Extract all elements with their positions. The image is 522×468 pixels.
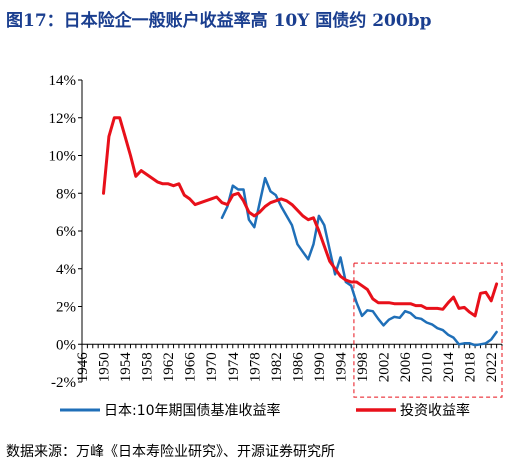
x-tick-label: 1990 bbox=[312, 352, 328, 382]
highlight-dashed-box bbox=[353, 262, 503, 398]
chart-axes bbox=[78, 79, 503, 383]
x-tick-label: 2014 bbox=[441, 352, 457, 383]
y-tick-label: 2% bbox=[56, 300, 76, 316]
x-tick-label: 1974 bbox=[226, 352, 242, 383]
y-tick-label: 8% bbox=[56, 186, 76, 202]
x-tick-label: 2002 bbox=[377, 352, 393, 382]
x-tick-label: 2006 bbox=[398, 352, 414, 383]
x-tick-label: 1958 bbox=[140, 352, 156, 382]
series-line-jgb-10y bbox=[220, 176, 498, 347]
y-tick-label: 4% bbox=[56, 262, 76, 278]
x-tick-label: 1966 bbox=[183, 352, 199, 383]
y-tick-label: 10% bbox=[49, 149, 77, 165]
y-tick-label: 14% bbox=[49, 73, 77, 89]
x-tick-label: 2022 bbox=[484, 352, 500, 382]
chart-legend: 日本:10年期国债基准收益率 投资收益率 bbox=[60, 402, 470, 419]
x-tick-label: 1978 bbox=[247, 352, 263, 382]
x-tick-label: 2018 bbox=[463, 352, 479, 382]
x-tick-label: 1994 bbox=[333, 352, 349, 383]
x-tick-label: 1970 bbox=[204, 352, 220, 382]
tick-labels: -2% 0% 2% 4% 6% 8% 10% 12% 14% 1946 1950 1954 1958 19… bbox=[49, 73, 501, 391]
series-lines bbox=[102, 116, 499, 347]
x-tick-label: 1962 bbox=[161, 352, 177, 382]
legend-label: 日本:10年期国债基准收益率 bbox=[104, 402, 281, 419]
y-tick-label: 12% bbox=[49, 111, 77, 127]
x-tick-label: 1986 bbox=[290, 352, 306, 383]
series-line-investment-yield bbox=[102, 116, 499, 318]
x-tick-label: 1982 bbox=[269, 352, 285, 382]
y-tick-label: 6% bbox=[56, 224, 76, 240]
highlight-box bbox=[353, 262, 503, 398]
x-tick-label: 1946 bbox=[75, 352, 91, 383]
x-tick-label: 1950 bbox=[97, 352, 113, 382]
x-tick-label: 1954 bbox=[118, 352, 134, 383]
x-tick-label: 2010 bbox=[420, 352, 436, 382]
y-tick-label: -2% bbox=[51, 375, 76, 391]
y-tick-label: 0% bbox=[56, 337, 76, 353]
chart-title: 图17：日本险企一般账户收益率高 10Y 国债约 200bp bbox=[6, 11, 432, 31]
x-tick-label: 1998 bbox=[355, 352, 371, 382]
legend-label: 投资收益率 bbox=[400, 402, 470, 419]
source-note: 数据来源：万峰《日本寿险业研究》、开源证券研究所 bbox=[6, 444, 335, 460]
